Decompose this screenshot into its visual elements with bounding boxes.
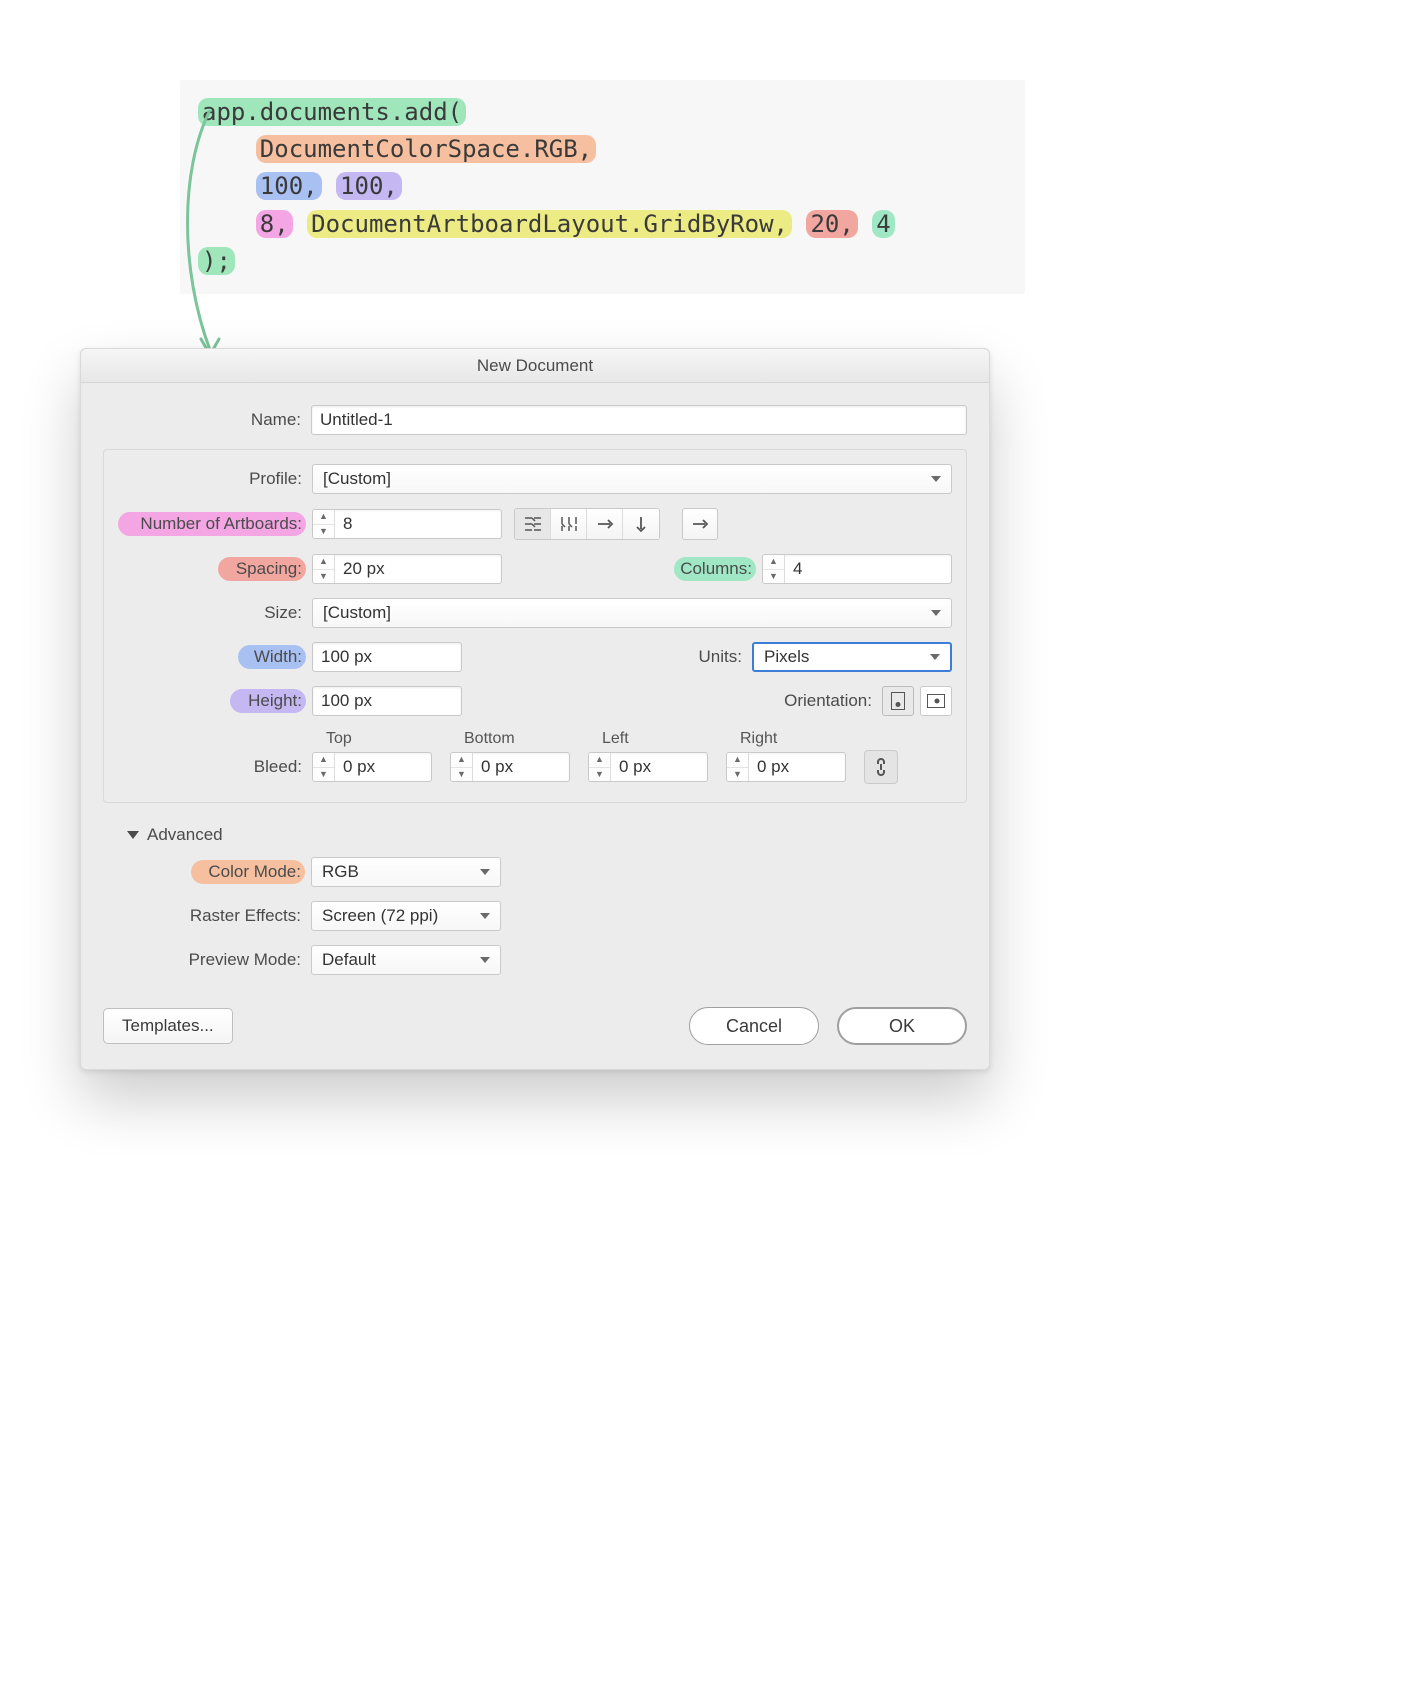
- code-snippet: app.documents.add( DocumentColorSpace.RG…: [180, 80, 1025, 294]
- advanced-disclosure[interactable]: Advanced: [127, 825, 967, 845]
- bleed-label: Bleed:: [118, 757, 312, 777]
- size-label: Size:: [118, 603, 312, 623]
- spacing-stepper[interactable]: ▲▼ 20 px: [312, 554, 502, 584]
- orientation-landscape-button[interactable]: [920, 686, 952, 716]
- color-mode-label: Color Mode:: [208, 862, 301, 881]
- bleed-right-value: 0 px: [749, 753, 809, 781]
- bleed-top-header: Top: [326, 730, 446, 748]
- orientation-portrait-button[interactable]: [882, 686, 914, 716]
- code-line-4: 8, DocumentArtboardLayout.GridByRow, 20,…: [198, 206, 1007, 243]
- height-label: Height:: [248, 691, 302, 710]
- artboard-layout-toggle[interactable]: [514, 508, 660, 540]
- orientation-label: Orientation:: [784, 691, 882, 711]
- preview-label: Preview Mode:: [103, 950, 311, 970]
- bleed-bottom-stepper[interactable]: ▲▼ 0 px: [450, 752, 570, 782]
- link-icon: [874, 757, 888, 777]
- bleed-left-header: Left: [602, 730, 722, 748]
- preview-select[interactable]: Default: [311, 945, 501, 975]
- layout-grid-by-row-icon[interactable]: [515, 509, 551, 539]
- bleed-top-stepper[interactable]: ▲▼ 0 px: [312, 752, 432, 782]
- columns-label: Columns:: [680, 559, 752, 578]
- templates-button[interactable]: Templates...: [103, 1008, 233, 1044]
- code-line-1: app.documents.add(: [198, 94, 1007, 131]
- columns-stepper[interactable]: ▲▼ 4: [762, 554, 952, 584]
- layout-grid-by-col-icon[interactable]: [551, 509, 587, 539]
- artboards-value: 8: [335, 510, 395, 538]
- bleed-right-header: Right: [740, 730, 860, 748]
- size-value: [Custom]: [323, 603, 391, 623]
- spacing-value: 20 px: [335, 555, 395, 583]
- layout-row-right-icon[interactable]: [587, 509, 623, 539]
- profile-select[interactable]: [Custom]: [312, 464, 952, 494]
- stepper-arrows-icon[interactable]: ▲▼: [589, 753, 611, 781]
- artboards-label: Number of Artboards:: [140, 514, 302, 533]
- width-label: Width:: [254, 647, 302, 666]
- bleed-left-value: 0 px: [611, 753, 671, 781]
- profile-value: [Custom]: [323, 469, 391, 489]
- artboards-stepper[interactable]: ▲▼ 8: [312, 509, 502, 539]
- units-select[interactable]: Pixels: [752, 642, 952, 672]
- stepper-arrows-icon[interactable]: ▲▼: [727, 753, 749, 781]
- units-value: Pixels: [764, 647, 809, 667]
- raster-select[interactable]: Screen (72 ppi): [311, 901, 501, 931]
- profile-label: Profile:: [118, 469, 312, 489]
- code-line-5: );: [198, 243, 1007, 280]
- disclosure-triangle-icon: [127, 831, 139, 839]
- advanced-label: Advanced: [147, 825, 223, 845]
- layout-rtl-icon[interactable]: [682, 508, 718, 540]
- code-line-2: DocumentColorSpace.RGB,: [198, 131, 1007, 168]
- width-input[interactable]: [312, 642, 462, 672]
- stepper-arrows-icon[interactable]: ▲▼: [313, 753, 335, 781]
- bleed-bottom-header: Bottom: [464, 730, 584, 748]
- ok-button[interactable]: OK: [837, 1007, 967, 1045]
- layout-col-down-icon[interactable]: [623, 509, 659, 539]
- stepper-arrows-icon[interactable]: ▲▼: [451, 753, 473, 781]
- height-input[interactable]: [312, 686, 462, 716]
- spacing-label: Spacing:: [236, 559, 302, 578]
- units-label: Units:: [699, 647, 752, 667]
- preview-value: Default: [322, 950, 376, 970]
- code-line-3: 100, 100,: [198, 168, 1007, 205]
- orientation-portrait-icon: [891, 692, 905, 710]
- dialog-title: New Document: [81, 349, 989, 383]
- name-input[interactable]: [311, 405, 967, 435]
- stepper-arrows-icon[interactable]: ▲▼: [763, 555, 785, 583]
- bleed-top-value: 0 px: [335, 753, 395, 781]
- name-label: Name:: [103, 410, 311, 430]
- raster-value: Screen (72 ppi): [322, 906, 438, 926]
- bleed-link-button[interactable]: [864, 750, 898, 784]
- color-mode-select[interactable]: RGB: [311, 857, 501, 887]
- orientation-landscape-icon: [927, 694, 945, 708]
- bleed-bottom-value: 0 px: [473, 753, 533, 781]
- size-select[interactable]: [Custom]: [312, 598, 952, 628]
- raster-label: Raster Effects:: [103, 906, 311, 926]
- stepper-arrows-icon[interactable]: ▲▼: [313, 510, 335, 538]
- new-document-dialog: New Document Name: Profile: [Custom]: [80, 348, 990, 1070]
- columns-value: 4: [785, 555, 845, 583]
- cancel-button[interactable]: Cancel: [689, 1007, 819, 1045]
- bleed-left-stepper[interactable]: ▲▼ 0 px: [588, 752, 708, 782]
- stepper-arrows-icon[interactable]: ▲▼: [313, 555, 335, 583]
- bleed-right-stepper[interactable]: ▲▼ 0 px: [726, 752, 846, 782]
- color-mode-value: RGB: [322, 862, 359, 882]
